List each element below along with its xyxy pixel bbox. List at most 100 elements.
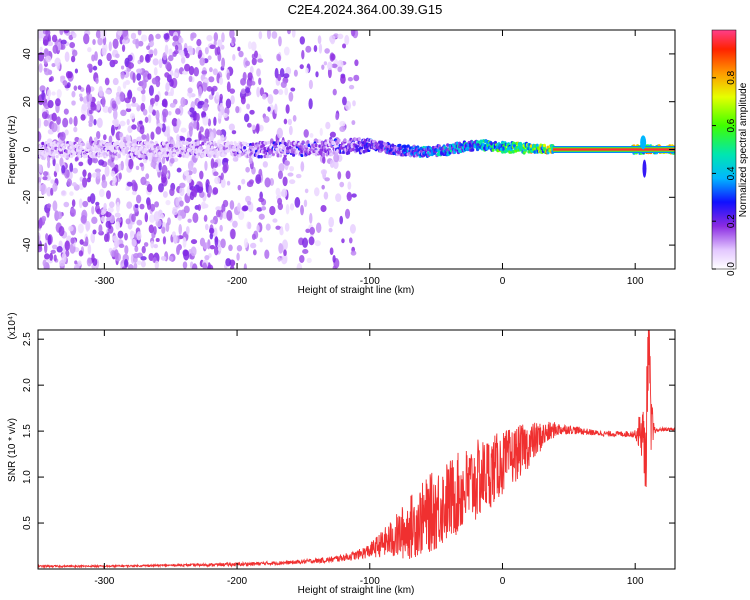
noise-speckle xyxy=(245,60,251,67)
noise-speckle xyxy=(47,160,51,169)
ridge-cell xyxy=(154,153,158,158)
noise-speckle xyxy=(333,160,339,170)
noise-speckle xyxy=(284,222,290,232)
noise-speckle xyxy=(82,177,88,188)
noise-speckle xyxy=(230,95,235,105)
ridge-cell xyxy=(337,138,341,143)
noise-speckle xyxy=(115,91,121,97)
noise-speckle xyxy=(39,46,43,52)
noise-speckle xyxy=(162,191,168,198)
noise-speckle xyxy=(250,242,257,249)
noise-speckle xyxy=(139,162,144,167)
noise-speckle xyxy=(188,75,193,83)
noise-speckle xyxy=(342,43,347,49)
noise-speckle xyxy=(115,201,120,213)
ridge-cell xyxy=(213,154,217,158)
noise-speckle xyxy=(136,72,142,81)
noise-speckle xyxy=(38,30,43,39)
noise-speckle xyxy=(337,66,343,73)
ridge-cell xyxy=(266,140,271,145)
noise-speckle xyxy=(351,193,357,198)
noise-speckle xyxy=(125,134,130,142)
noise-speckle xyxy=(305,67,309,74)
noise-speckle xyxy=(120,160,124,171)
noise-speckle xyxy=(289,165,295,172)
ridge-cell xyxy=(397,150,401,155)
ridge-cell xyxy=(59,150,63,155)
noise-speckle xyxy=(195,112,200,122)
noise-speckle xyxy=(344,34,350,46)
ridge-cell xyxy=(431,145,435,150)
ridge-cell xyxy=(357,137,361,141)
noise-speckle xyxy=(232,220,238,228)
noise-speckle xyxy=(137,40,144,47)
noise-speckle xyxy=(335,113,339,121)
ridge-cell xyxy=(99,153,103,158)
noise-speckle xyxy=(308,79,313,90)
noise-speckle xyxy=(85,220,91,231)
noise-speckle xyxy=(216,129,222,136)
noise-speckle xyxy=(220,172,224,180)
noise-speckle xyxy=(155,126,162,135)
noise-speckle xyxy=(80,215,87,224)
noise-speckle xyxy=(186,175,192,184)
spectrogram-marks xyxy=(38,30,675,269)
noise-speckle xyxy=(333,153,340,163)
noise-speckle xyxy=(133,262,138,269)
noise-speckle xyxy=(161,164,168,176)
noise-speckle xyxy=(135,38,140,49)
snr-y-tick-label: 2.0 xyxy=(22,378,33,392)
noise-speckle xyxy=(192,167,197,175)
noise-speckle xyxy=(46,208,50,218)
noise-speckle xyxy=(112,38,119,49)
noise-speckle xyxy=(98,224,103,234)
noise-speckle xyxy=(77,85,82,90)
noise-speckle xyxy=(330,53,336,61)
noise-speckle xyxy=(90,232,95,243)
colorbar-tick-label: 0.6 xyxy=(726,118,737,132)
noise-speckle xyxy=(209,131,215,142)
noise-speckle xyxy=(204,128,210,139)
noise-speckle xyxy=(283,46,290,56)
noise-speckle xyxy=(277,197,283,205)
noise-speckle xyxy=(64,129,69,136)
noise-speckle xyxy=(277,170,283,180)
noise-speckle xyxy=(43,67,48,72)
noise-speckle xyxy=(69,208,76,217)
noise-speckle xyxy=(150,240,155,249)
noise-speckle xyxy=(143,242,149,247)
noise-speckle xyxy=(262,161,268,168)
noise-speckle xyxy=(218,76,224,85)
ridge-cell xyxy=(84,154,88,159)
noise-speckle xyxy=(174,44,179,51)
noise-speckle xyxy=(346,191,352,202)
noise-speckle xyxy=(280,81,287,88)
noise-speckle xyxy=(275,225,281,230)
noise-speckle xyxy=(125,218,131,225)
noise-speckle xyxy=(92,157,99,164)
noise-speckle xyxy=(127,89,133,100)
noise-speckle xyxy=(140,176,147,186)
noise-speckle xyxy=(229,30,235,39)
noise-speckle xyxy=(313,187,320,197)
noise-speckle xyxy=(119,91,125,102)
ridge-cell xyxy=(43,154,47,158)
noise-speckle xyxy=(323,61,328,66)
ridge-cell xyxy=(210,145,214,150)
noise-speckle xyxy=(71,182,78,187)
noise-speckle xyxy=(221,57,226,69)
noise-speckle xyxy=(135,165,140,171)
noise-speckle xyxy=(132,72,136,84)
ridge-cell xyxy=(92,151,96,156)
noise-speckle xyxy=(62,80,68,86)
noise-speckle xyxy=(225,258,232,267)
noise-speckle xyxy=(146,45,151,51)
snr-x-label: Height of straight line (km) xyxy=(298,585,415,596)
snr-y-ticks: 0.5 1.0 1.5 2.0 2.5 xyxy=(22,332,675,530)
ridge-cell xyxy=(319,148,323,152)
noise-speckle xyxy=(206,86,213,92)
noise-speckle xyxy=(246,122,252,128)
spike-mark xyxy=(640,135,647,150)
ridge-cell xyxy=(300,153,304,158)
noise-speckle xyxy=(51,34,58,43)
